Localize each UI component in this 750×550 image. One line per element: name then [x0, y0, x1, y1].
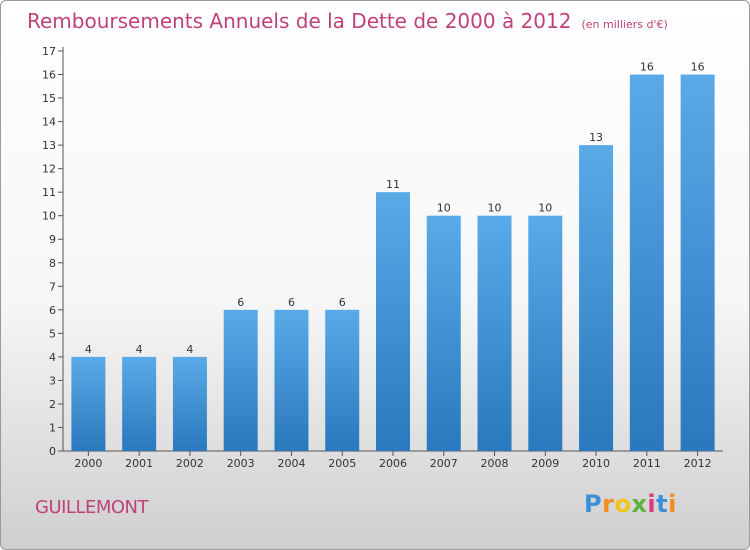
x-tick-label: 2008: [481, 457, 509, 470]
data-label: 6: [237, 296, 244, 309]
bar: [325, 309, 360, 451]
x-tick-label: 2009: [531, 457, 559, 470]
y-tick-label: 9: [49, 233, 56, 246]
logo-letter: x: [631, 490, 648, 518]
x-tick-label: 2010: [582, 457, 610, 470]
data-label: 16: [640, 61, 654, 74]
x-tick-label: 2003: [227, 457, 255, 470]
y-tick-label: 8: [49, 257, 56, 270]
data-label: 4: [85, 343, 92, 356]
logo-letter: r: [602, 490, 615, 518]
y-tick-label: 2: [49, 398, 56, 411]
y-tick-label: 10: [42, 210, 56, 223]
x-tick-label: 2002: [176, 457, 204, 470]
y-tick-label: 16: [42, 69, 56, 82]
data-label: 10: [437, 202, 451, 215]
commune-name: GUILLEMONT: [35, 497, 149, 518]
y-tick-label: 14: [42, 116, 56, 129]
y-tick-label: 11: [42, 186, 56, 199]
title-unit: (en milliers d'€): [581, 18, 668, 31]
chart-title: Remboursements Annuels de la Dette de 20…: [27, 9, 668, 33]
bar: [71, 356, 106, 451]
bar: [274, 309, 309, 451]
proxiti-logo: Proxiti: [584, 490, 677, 518]
y-tick-label: 3: [49, 374, 56, 387]
title-text: Remboursements Annuels de la Dette de 20…: [27, 9, 572, 33]
data-label: 4: [136, 343, 143, 356]
data-label: 11: [386, 178, 400, 191]
bar: [680, 74, 715, 451]
y-tick-label: 13: [42, 139, 56, 152]
bar: [426, 215, 461, 451]
logo-letter: P: [584, 490, 603, 518]
data-label: 4: [186, 343, 193, 356]
y-tick-label: 12: [42, 163, 56, 176]
y-tick-label: 7: [49, 280, 56, 293]
x-tick-label: 2004: [277, 457, 305, 470]
data-label: 10: [538, 202, 552, 215]
y-tick-label: 5: [49, 327, 56, 340]
logo-letter: i: [647, 490, 657, 518]
bar: [223, 309, 258, 451]
bar: [528, 215, 563, 451]
x-tick-label: 2012: [684, 457, 712, 470]
y-tick-label: 4: [49, 351, 56, 364]
data-label: 6: [288, 296, 295, 309]
y-tick-label: 1: [49, 421, 56, 434]
y-tick-label: 17: [42, 45, 56, 58]
data-label: 13: [589, 131, 603, 144]
x-tick-label: 2007: [430, 457, 458, 470]
x-tick-label: 2005: [328, 457, 356, 470]
bar: [376, 192, 410, 452]
logo-letter: o: [614, 490, 632, 518]
logo-letter: i: [668, 490, 677, 518]
logo-letter: t: [656, 490, 669, 518]
data-label: 16: [691, 61, 705, 74]
x-tick-label: 2000: [74, 457, 102, 470]
data-label: 10: [488, 202, 502, 215]
y-tick-label: 15: [42, 92, 56, 105]
bar: [579, 145, 614, 451]
bar: [477, 215, 512, 451]
y-tick-label: 0: [49, 445, 56, 458]
x-tick-label: 2006: [379, 457, 407, 470]
x-tick-label: 2011: [633, 457, 661, 470]
x-tick-label: 2001: [125, 457, 153, 470]
bar: [629, 74, 664, 451]
y-tick-label: 6: [49, 304, 56, 317]
bar: [172, 356, 207, 451]
bar: [122, 356, 157, 451]
data-label: 6: [339, 296, 346, 309]
